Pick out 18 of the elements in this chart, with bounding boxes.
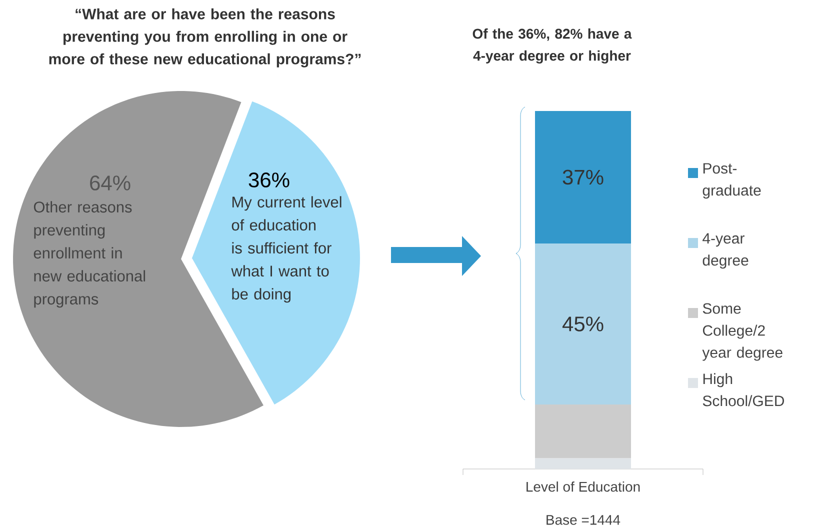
legend-label: 4-year degree: [702, 233, 748, 269]
legend-label: Some College/2 year degree: [702, 303, 782, 361]
bar: [535, 458, 632, 469]
data-label: 45%: [562, 316, 604, 332]
bar: [535, 243, 632, 405]
bar: [535, 110, 632, 244]
chart-title: “What are or have been the reasons preventing you from enrolling in one or more of these new educational programs?”: [49, 8, 361, 68]
slice-label: Other reasons preventing enrollment in new educational programs: [34, 201, 146, 308]
text: Base =1444: [546, 515, 620, 525]
legend-label: High School/GED: [702, 373, 784, 406]
x-axis-title: Level of Education: [526, 481, 640, 492]
legend-label: Post-graduate: [702, 163, 761, 199]
chart-title: Of the 36%, 82% have a 4-year degree or higher: [472, 28, 632, 64]
bar: [535, 404, 632, 458]
data-label: 36%: [248, 172, 290, 188]
data-label: 37%: [562, 170, 604, 185]
data-label: 64%: [90, 176, 130, 190]
slice-label: My current level of education is sufficient for what I want to be doing: [231, 196, 342, 303]
